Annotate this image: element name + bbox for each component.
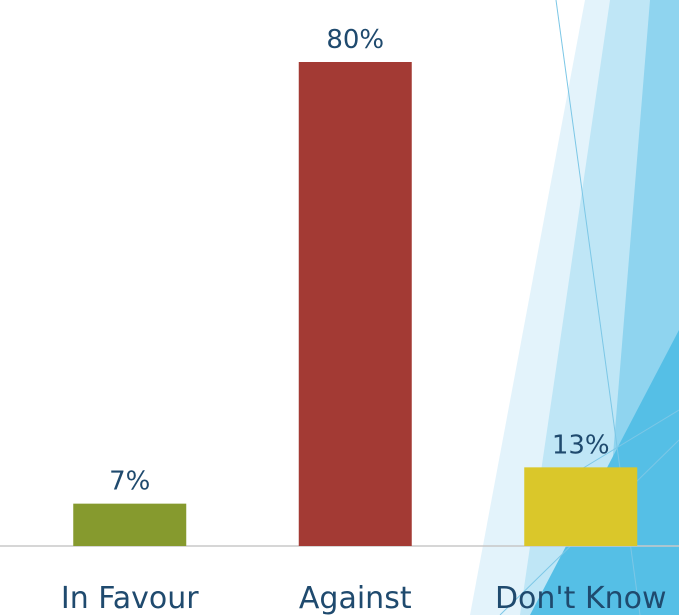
- category-label: In Favour: [61, 581, 199, 615]
- value-label: 80%: [326, 25, 384, 55]
- category-label: Against: [299, 581, 412, 615]
- bar: [73, 503, 187, 546]
- value-label: 7%: [109, 467, 150, 497]
- bar: [524, 467, 638, 546]
- bar: [298, 62, 412, 546]
- background-decoration: [470, 0, 679, 615]
- value-label: 13%: [552, 430, 610, 460]
- category-label: Don't Know: [495, 581, 667, 615]
